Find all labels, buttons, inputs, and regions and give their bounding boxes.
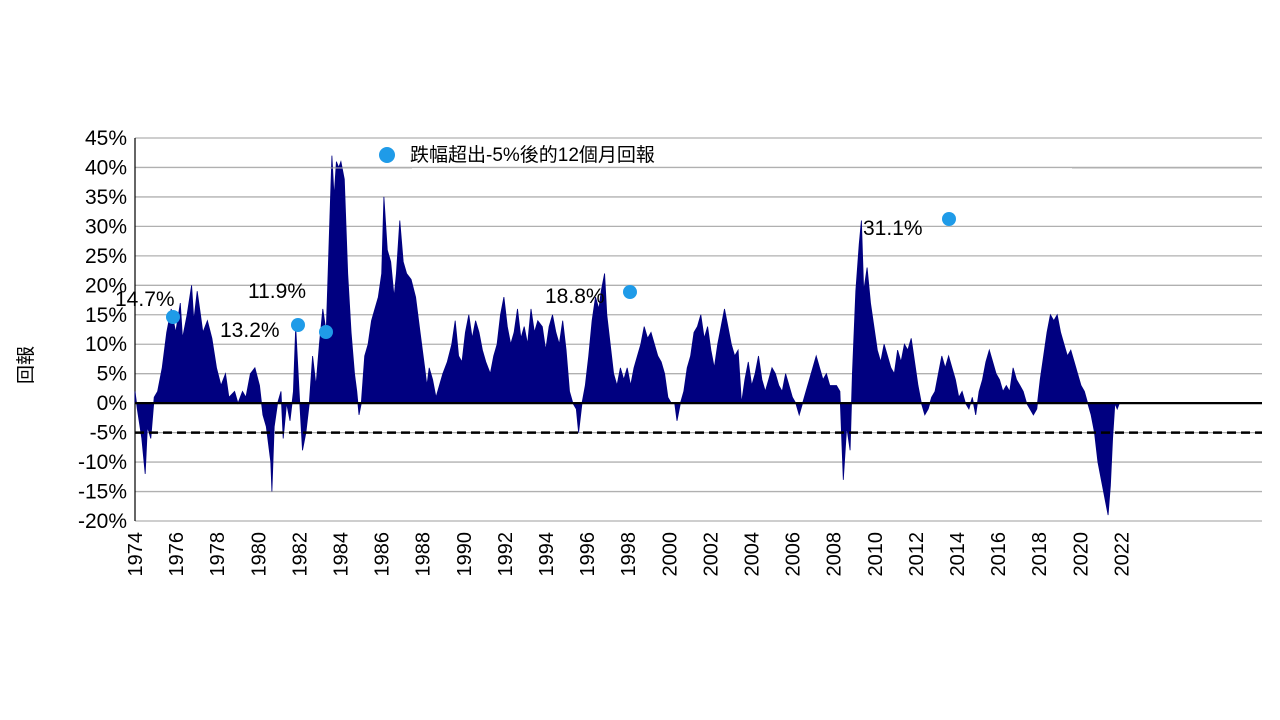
x-tick-label: 2002 [700, 532, 722, 577]
x-tick-label: 2004 [742, 532, 764, 577]
x-tick-label: 2000 [659, 532, 681, 577]
x-tick-label: 2006 [783, 532, 805, 577]
y-tick-label: 25% [85, 245, 127, 268]
y-axis-ticks: 45% 40% 35% 30% 25% 20% 15% 10% 5% 0% -5% -10% -15% -… [78, 127, 127, 533]
drawdown-marker [623, 285, 637, 299]
x-tick-label: 1980 [248, 532, 270, 577]
x-tick-label: 1984 [331, 532, 353, 577]
y-tick-label: -5% [90, 422, 127, 445]
x-tick-label: 1998 [618, 532, 640, 577]
y-tick-label: 10% [85, 333, 127, 356]
y-axis-label: 回報 [15, 346, 37, 384]
y-tick-label: 5% [97, 363, 127, 386]
drawdown-marker [942, 212, 956, 226]
marker-label: 11.9% [248, 280, 306, 303]
x-tick-label: 1990 [454, 532, 476, 577]
x-tick-label: 2016 [988, 532, 1010, 577]
marker-label: 14.7% [115, 288, 175, 311]
x-tick-label: 2014 [947, 532, 969, 577]
x-tick-label: 1988 [413, 532, 435, 577]
y-tick-label: 20% [85, 274, 127, 297]
drawdown-marker [319, 325, 333, 339]
y-tick-label: -10% [78, 451, 127, 474]
x-tick-label: 1974 [125, 532, 147, 577]
legend-marker-icon [379, 147, 395, 163]
y-tick-label: 35% [85, 186, 127, 209]
x-tick-label: 2010 [865, 532, 887, 577]
x-tick-label: 1996 [577, 532, 599, 577]
returns-area [134, 155, 1120, 516]
gridlines [134, 137, 1262, 522]
x-tick-label: 1994 [536, 532, 558, 577]
y-tick-label: 15% [85, 304, 127, 327]
y-tick-label: -15% [78, 481, 127, 504]
drawdown-markers: 14.7% 13.2% 11.9% 18.8% 31.1% [115, 212, 956, 342]
x-tick-label: 2012 [906, 532, 928, 577]
x-tick-label: 2020 [1070, 532, 1092, 577]
x-tick-label: 1976 [166, 532, 188, 577]
y-tick-label: 45% [85, 127, 127, 150]
x-tick-label: 2008 [824, 532, 846, 577]
legend: 跌幅超出-5%後的12個月回報 [330, 144, 1262, 169]
x-tick-label: 1992 [495, 532, 517, 577]
legend-label: 跌幅超出-5%後的12個月回報 [410, 144, 655, 166]
y-tick-label: 0% [97, 392, 127, 415]
x-tick-label: 1986 [372, 532, 394, 577]
x-tick-label: 1978 [207, 532, 229, 577]
x-axis-ticks: 1974 1976 1978 1980 1982 1984 1986 1988 1990 1992… [125, 532, 1133, 577]
y-tick-label: 40% [85, 156, 127, 179]
y-tick-label: 30% [85, 215, 127, 238]
marker-label: 31.1% [863, 217, 923, 240]
marker-label: 18.8% [545, 285, 605, 308]
drawdown-marker [291, 318, 305, 332]
x-tick-label: 2022 [1111, 532, 1133, 577]
drawdown-marker [166, 310, 180, 324]
x-tick-label: 1982 [289, 532, 311, 577]
x-tick-label: 2018 [1029, 532, 1051, 577]
marker-label: 13.2% [220, 319, 280, 342]
y-tick-label: -20% [78, 510, 127, 533]
